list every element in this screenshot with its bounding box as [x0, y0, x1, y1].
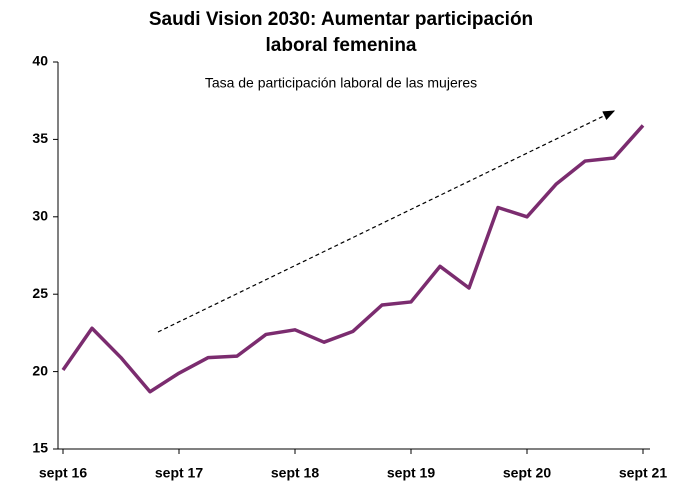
x-tick-label: sept 17 — [155, 465, 203, 481]
y-tick-label: 20 — [32, 362, 48, 378]
x-tick-label: sept 21 — [619, 465, 667, 481]
y-tick-label: 15 — [32, 440, 48, 456]
chart-subtitle: Tasa de participación laboral de las muj… — [205, 75, 477, 91]
trend-arrow — [157, 110, 616, 333]
y-tick-label: 40 — [32, 53, 48, 69]
chart-title: Saudi Vision 2030: Aumentar participació… — [149, 9, 533, 30]
x-tick-label: sept 18 — [271, 465, 319, 481]
x-tick-label: sept 19 — [387, 465, 435, 481]
data-line — [61, 124, 645, 394]
y-tick-label: 35 — [32, 130, 48, 146]
y-tick-label: 30 — [32, 208, 48, 224]
x-tick-label: sept 20 — [503, 465, 551, 481]
y-tick-label: 25 — [32, 285, 48, 301]
x-tick-label: sept 16 — [39, 465, 87, 481]
chart-title: laboral femenina — [266, 35, 417, 56]
